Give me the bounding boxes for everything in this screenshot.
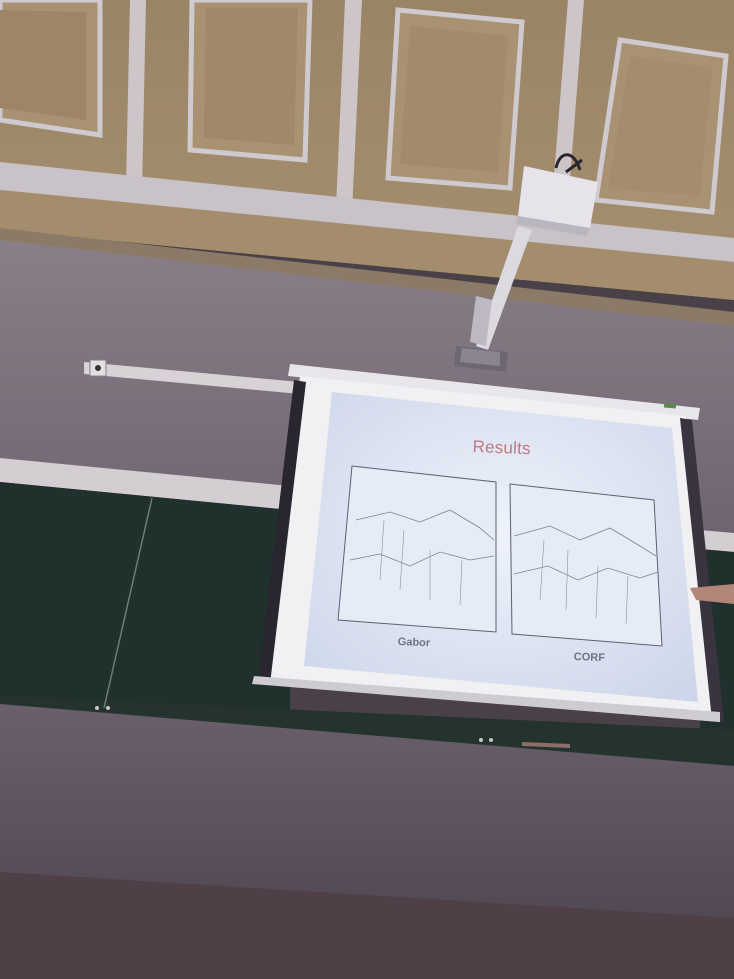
corf-caption: CORF <box>573 651 606 665</box>
chalkboard-top-trim <box>0 458 290 510</box>
corf-result-image <box>509 483 663 647</box>
presenter-hand <box>690 584 734 604</box>
projector-screen <box>252 364 724 722</box>
gabor-result-image <box>337 465 497 633</box>
lower-wall <box>0 704 734 930</box>
ceiling-panel-left <box>0 0 103 138</box>
floor-edge <box>0 872 734 979</box>
gabor-caption: Gabor <box>397 636 431 650</box>
ceiling <box>0 0 734 328</box>
ceiling-panel-3 <box>385 7 525 191</box>
projector <box>454 153 598 372</box>
ceiling-panel-4 <box>593 37 729 215</box>
ceiling-panel-2 <box>187 0 313 163</box>
slide-title: Results <box>472 437 532 459</box>
wall-rail <box>84 359 300 394</box>
